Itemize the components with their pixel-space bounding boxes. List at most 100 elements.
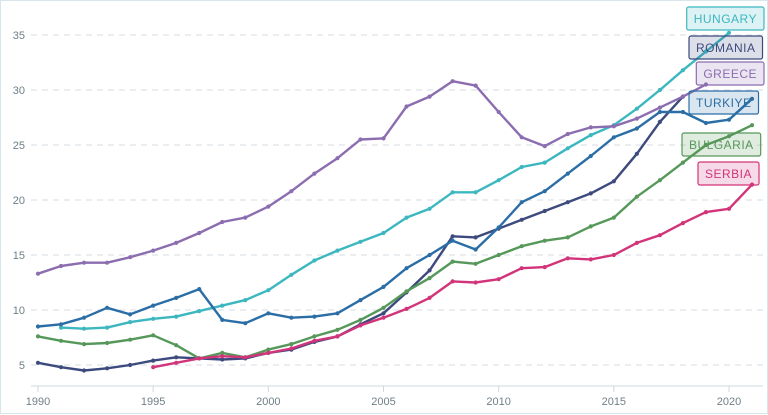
data-point — [312, 171, 317, 176]
data-point — [381, 305, 386, 310]
data-point — [565, 256, 570, 261]
data-point — [473, 261, 478, 266]
data-point — [611, 179, 616, 184]
data-point — [657, 233, 663, 238]
data-point — [58, 325, 64, 330]
data-point — [634, 240, 639, 245]
data-point — [450, 190, 455, 195]
data-point — [266, 204, 271, 209]
data-point — [174, 240, 179, 245]
data-point — [634, 194, 639, 199]
data-point — [657, 105, 663, 110]
data-point — [703, 210, 709, 215]
data-point — [542, 265, 547, 270]
data-point — [611, 124, 616, 129]
data-point — [312, 338, 317, 343]
legend-label: GREECE — [703, 67, 757, 81]
data-point — [519, 266, 524, 271]
data-point — [450, 238, 455, 243]
data-point — [519, 164, 524, 170]
data-point — [473, 83, 478, 88]
data-point — [289, 272, 294, 277]
data-point — [243, 215, 248, 220]
data-point — [105, 325, 110, 330]
data-point — [588, 191, 593, 196]
data-point — [220, 350, 225, 355]
legend-item-bulgaria[interactable]: BULGARIA — [681, 132, 762, 157]
data-point — [358, 298, 363, 303]
legend-item-romania[interactable]: ROMANIA — [688, 35, 764, 60]
data-point — [289, 315, 294, 320]
y-tick-label: 35 — [13, 30, 25, 42]
x-tick-label: 2005 — [371, 396, 395, 408]
data-point — [634, 106, 639, 111]
data-point — [726, 117, 732, 122]
legend-label: ROMANIA — [696, 41, 756, 55]
data-point — [519, 135, 524, 140]
y-tick-label: 5 — [19, 360, 25, 372]
data-point — [542, 189, 547, 194]
data-point — [335, 334, 340, 339]
data-point — [243, 355, 248, 360]
legend-label: BULGARIA — [689, 138, 754, 152]
data-point — [358, 317, 363, 322]
data-point — [128, 255, 133, 260]
data-point — [519, 200, 524, 205]
legend-box — [695, 61, 765, 86]
data-point — [473, 247, 478, 252]
data-point — [335, 248, 340, 253]
legend-label: HUNGARY — [694, 12, 757, 26]
data-point — [220, 317, 225, 322]
data-point — [35, 324, 41, 329]
legend-label: TURKIYE — [696, 96, 752, 110]
data-point — [197, 230, 202, 236]
series-greece — [35, 79, 709, 276]
data-point — [358, 323, 363, 328]
data-point — [220, 354, 225, 359]
data-point — [220, 303, 225, 308]
data-point — [151, 248, 156, 253]
data-point — [151, 358, 156, 363]
data-point — [35, 360, 41, 365]
data-point — [81, 315, 87, 320]
series-hungary — [58, 30, 732, 331]
data-point — [128, 337, 133, 342]
data-point — [312, 258, 317, 263]
data-point — [565, 131, 570, 137]
legend-box — [681, 132, 762, 157]
x-tick-label: 1995 — [141, 396, 165, 408]
data-point — [381, 315, 386, 320]
data-point — [312, 334, 317, 339]
data-point — [588, 153, 593, 159]
legend-item-serbia[interactable]: SERBIA — [697, 161, 760, 186]
grid-lines — [31, 34, 763, 366]
x-tick-label: 2020 — [717, 396, 741, 408]
legend-item-turkiye[interactable]: TURKIYE — [688, 90, 760, 115]
data-point — [81, 368, 87, 373]
data-point — [726, 134, 732, 139]
data-point — [151, 303, 156, 308]
data-point — [128, 312, 133, 317]
data-point — [611, 135, 616, 140]
data-point — [588, 133, 593, 138]
legend-item-hungary[interactable]: HUNGARY — [686, 6, 765, 31]
data-point — [427, 276, 432, 281]
series-line — [36, 97, 754, 328]
data-point — [404, 266, 409, 271]
legend-item-greece[interactable]: GREECE — [695, 61, 765, 86]
data-point — [174, 355, 179, 360]
y-tick-label: 25 — [13, 140, 25, 152]
data-point — [542, 238, 547, 243]
series-turkiye — [35, 96, 755, 329]
data-point — [542, 208, 547, 214]
data-point — [335, 156, 340, 161]
data-point — [703, 120, 709, 126]
data-point — [542, 160, 547, 165]
data-point — [450, 259, 455, 264]
data-point — [427, 268, 432, 273]
data-point — [358, 239, 363, 244]
data-point — [634, 151, 639, 156]
data-point — [335, 311, 340, 316]
data-point — [243, 298, 248, 303]
x-tick-label: 2010 — [486, 396, 510, 408]
